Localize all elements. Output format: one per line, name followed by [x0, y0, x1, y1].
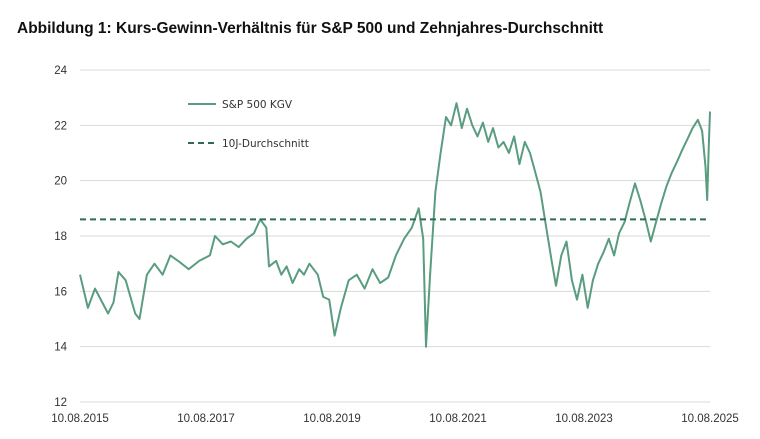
- y-tick-label: 22: [54, 120, 67, 132]
- gridlines: [80, 69, 710, 403]
- y-tick-label: 18: [54, 231, 67, 243]
- y-axis-ticks: 12 14 16 18 20 22 24: [54, 65, 67, 409]
- y-tick-label: 16: [54, 286, 67, 298]
- x-tick-label: 10.08.2017: [177, 413, 235, 425]
- y-tick-label: 24: [54, 65, 67, 77]
- y-tick-label: 14: [54, 342, 67, 354]
- x-tick-label: 10.08.2019: [303, 413, 361, 425]
- x-tick-label: 10.08.2021: [429, 413, 487, 425]
- y-tick-label: 12: [54, 397, 67, 409]
- legend-label: 10J-Durchschnitt: [222, 138, 309, 150]
- legend: S&P 500 KGV 10J-Durchschnitt: [188, 99, 309, 150]
- y-tick-label: 20: [54, 176, 67, 188]
- x-tick-label: 10.08.2015: [51, 413, 109, 425]
- x-tick-label: 10.08.2025: [681, 413, 739, 425]
- series-lines: [79, 102, 711, 348]
- x-axis-ticks: 10.08.2015 10.08.2017 10.08.2019 10.08.2021…: [51, 413, 739, 425]
- chart-title: Abbildung 1: Kurs-Gewinn-Verhältnis für …: [17, 20, 604, 37]
- legend-label: S&P 500 KGV: [222, 99, 293, 111]
- x-tick-label: 10.08.2023: [555, 413, 613, 425]
- pe-ratio-line: [79, 102, 711, 348]
